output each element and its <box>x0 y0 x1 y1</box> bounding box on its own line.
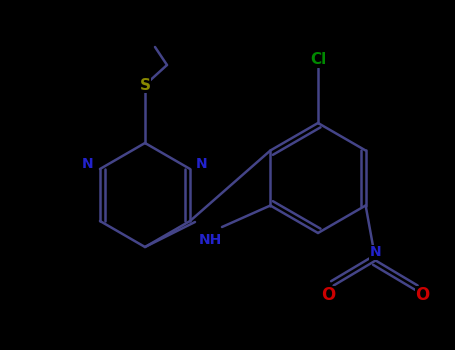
Text: O: O <box>415 287 430 304</box>
Text: O: O <box>322 287 336 304</box>
Text: N: N <box>370 245 381 259</box>
Text: S: S <box>140 77 151 92</box>
Text: N: N <box>196 157 208 171</box>
Text: N: N <box>82 157 94 171</box>
Text: NH: NH <box>198 233 222 247</box>
Text: Cl: Cl <box>310 52 326 68</box>
